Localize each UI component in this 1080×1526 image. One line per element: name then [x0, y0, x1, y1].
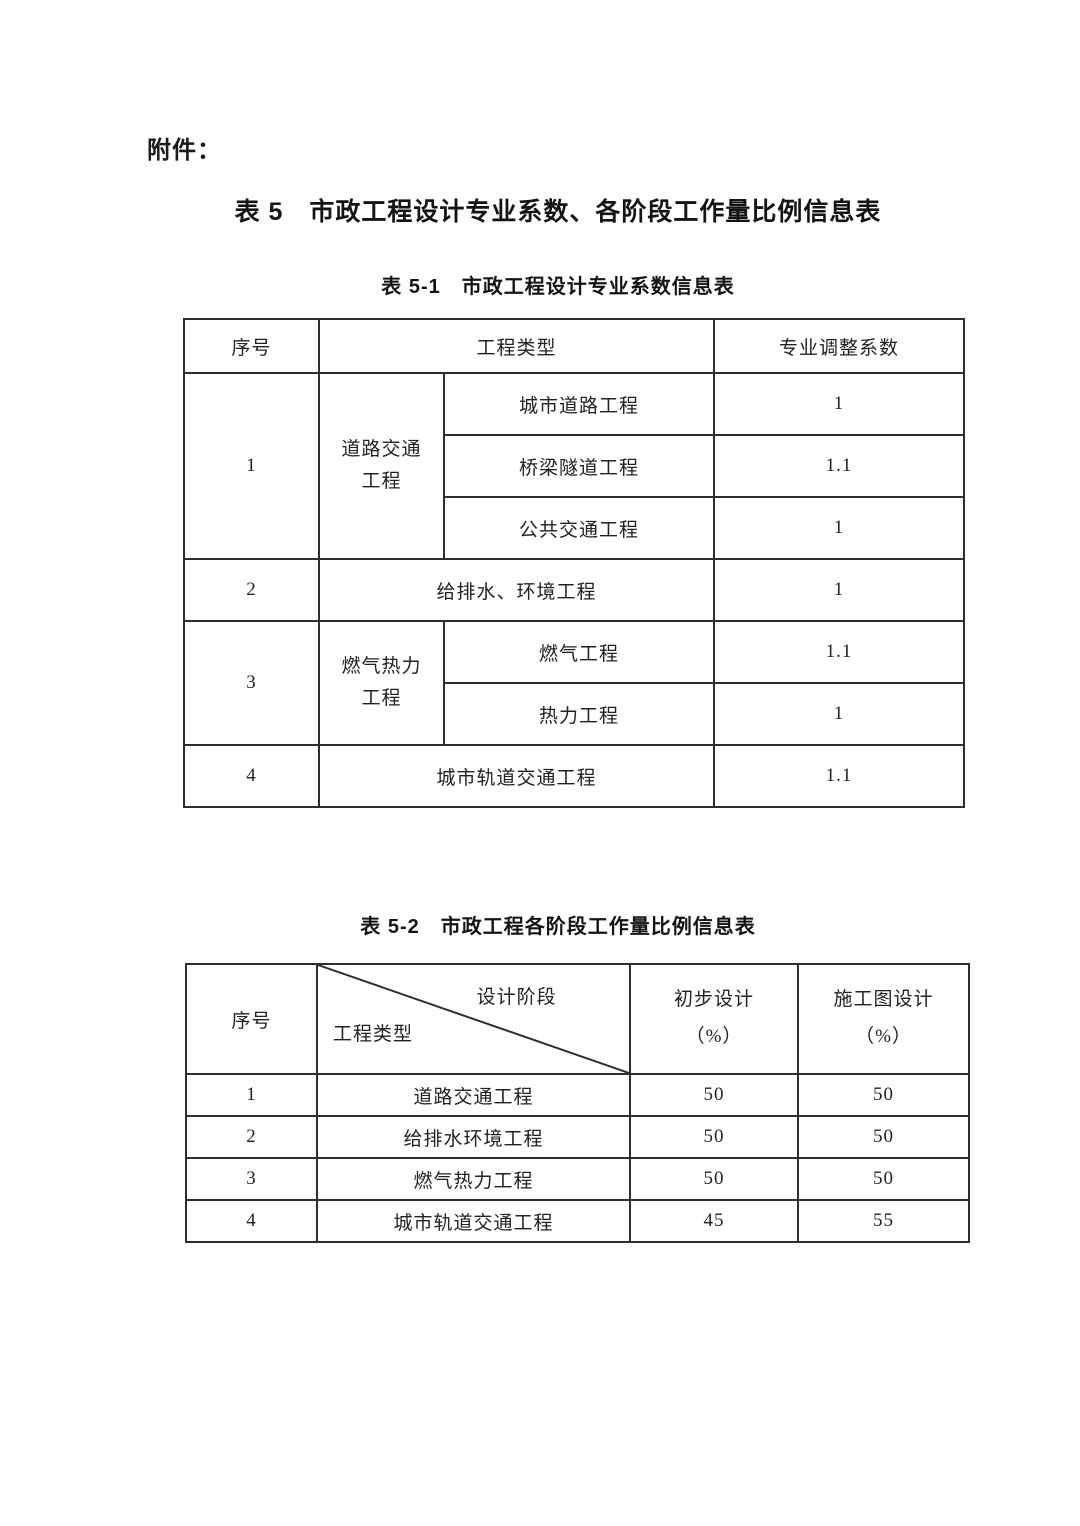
cell-t2-r2-construction: 50: [797, 1157, 970, 1201]
cell-group1-sub2-label: 公共交通工程: [442, 496, 716, 560]
table-professional-coefficients: 序号 工程类型 专业调整系数 1 道路交通工程 城市道路工程 1 桥梁隧道工程 …: [183, 318, 966, 808]
table-row: 2 给排水、环境工程 1: [183, 558, 966, 622]
table-row: 桥梁隧道工程 1.1: [184, 434, 966, 498]
table2-header-design-stage: 设计阶段: [476, 987, 557, 1008]
cell-row4-value: 1.1: [713, 744, 966, 808]
cell-t2-r3-index: 4: [185, 1199, 318, 1243]
cell-group1-index: 1: [183, 372, 320, 560]
table2-header-preliminary-design: 初步设计 （%）: [629, 963, 799, 1075]
cell-group3-sub1-label: 热力工程: [442, 682, 716, 746]
table-row: 1 道路交通工程 城市道路工程 1: [183, 372, 966, 560]
cell-t2-r3-type: 城市轨道交通工程: [316, 1199, 631, 1243]
table-row: 1 道路交通工程 50 50: [185, 1073, 970, 1117]
diagonal-divider-line: [318, 965, 629, 1073]
table2-header-index: 序号: [185, 963, 318, 1075]
cell-t2-r3-construction: 55: [797, 1199, 970, 1243]
cell-t2-r1-type: 给排水环境工程: [316, 1115, 631, 1159]
cell-group1-sub0-label: 城市道路工程: [442, 372, 716, 436]
table2-header-preliminary-label: 初步设计: [673, 989, 754, 1011]
cell-group3-name-text: 燃气热力工程: [341, 655, 422, 709]
cell-group3-sub1-value: 1: [713, 682, 966, 746]
cell-row4-index: 4: [183, 744, 320, 808]
cell-row2-index: 2: [183, 558, 320, 622]
table-row: 序号 工程类型 专业调整系数: [183, 318, 966, 374]
cell-t2-r2-preliminary: 50: [629, 1157, 799, 1201]
page-title: 表 5 市政工程设计专业系数、各阶段工作量比例信息表: [234, 198, 882, 226]
cell-t2-r0-preliminary: 50: [629, 1073, 799, 1117]
cell-group1-sub1-value: 1.1: [713, 434, 966, 498]
cell-group1-sub2-value: 1: [713, 496, 966, 560]
table2-header-construction-label: 施工图设计: [833, 989, 934, 1011]
attachment-label: 附件：: [147, 137, 222, 164]
cell-group1-sub0-value: 1: [713, 372, 966, 436]
cell-group3-name: 燃气热力工程: [318, 620, 445, 746]
table1-header-index: 序号: [183, 318, 320, 374]
table-row: 3 燃气热力工程 50 50: [185, 1157, 970, 1201]
table-row: 公共交通工程 1: [184, 496, 966, 560]
cell-t2-r1-index: 2: [185, 1115, 318, 1159]
cell-t2-r2-type: 燃气热力工程: [316, 1157, 631, 1201]
table2-diagonal-header-cell: 设计阶段 工程类型: [316, 963, 631, 1075]
cell-t2-r1-preliminary: 50: [629, 1115, 799, 1159]
table2-title: 表 5-2 市政工程各阶段工作量比例信息表: [360, 916, 756, 938]
cell-row2-value: 1: [713, 558, 966, 622]
table2-header-project-type: 工程类型: [333, 1024, 414, 1045]
table1-title: 表 5-1 市政工程设计专业系数信息表: [381, 276, 735, 298]
table-row: 热力工程 1: [184, 682, 966, 746]
table-stage-workload-ratio: 序号 设计阶段 工程类型 初步设计 （%） 施工图设计 （%）: [185, 963, 970, 1243]
cell-t2-r1-construction: 50: [797, 1115, 970, 1159]
table1-header-type: 工程类型: [317, 318, 716, 374]
cell-group1-sub1-label: 桥梁隧道工程: [442, 434, 716, 498]
table-row: 4 城市轨道交通工程 45 55: [185, 1199, 970, 1243]
cell-group1-name: 道路交通工程: [318, 372, 445, 560]
table-row: 3 燃气热力工程 燃气工程 1.1: [183, 620, 966, 746]
cell-t2-r0-index: 1: [185, 1073, 318, 1117]
cell-group3-sub0-value: 1.1: [713, 620, 966, 684]
cell-t2-r2-index: 3: [185, 1157, 318, 1201]
cell-t2-r0-type: 道路交通工程: [316, 1073, 631, 1117]
table-row: 2 给排水环境工程 50 50: [185, 1115, 970, 1159]
cell-group3-index: 3: [183, 620, 320, 746]
table-row: 4 城市轨道交通工程 1.1: [183, 744, 966, 808]
cell-t2-r0-construction: 50: [797, 1073, 970, 1117]
table2-header-construction-unit: （%）: [855, 1026, 912, 1047]
table1-header-coefficient: 专业调整系数: [713, 318, 966, 374]
cell-group3-sub0-label: 燃气工程: [442, 620, 716, 684]
table2-header-preliminary-unit: （%）: [685, 1026, 743, 1047]
cell-row4-name: 城市轨道交通工程: [317, 744, 716, 808]
table-row: 序号 设计阶段 工程类型 初步设计 （%） 施工图设计 （%）: [185, 963, 970, 1075]
table2-header-construction-drawing: 施工图设计 （%）: [797, 963, 970, 1075]
cell-row2-name: 给排水、环境工程: [317, 558, 716, 622]
cell-t2-r3-preliminary: 45: [629, 1199, 799, 1243]
cell-group1-name-text: 道路交通工程: [341, 438, 422, 492]
